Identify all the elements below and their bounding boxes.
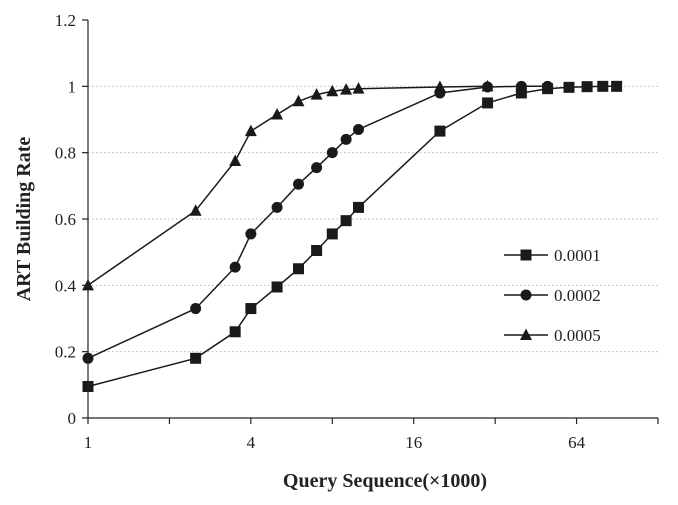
data-point-square (563, 81, 575, 93)
data-point-square (352, 201, 364, 213)
y-axis-title: ART Building Rate (13, 137, 35, 302)
data-point-square (190, 352, 202, 364)
data-point-square (311, 245, 323, 257)
data-point-circle (352, 123, 364, 135)
data-point-triangle (352, 82, 365, 94)
data-point-square (581, 81, 593, 93)
x-tick-label: 16 (405, 433, 422, 452)
data-point-circle (340, 133, 352, 145)
data-point-circle (542, 80, 554, 92)
series-lines (82, 79, 623, 392)
legend-marker-square (520, 249, 532, 261)
data-point-circle (292, 178, 304, 190)
x-tick-label: 64 (568, 433, 586, 452)
data-point-triangle (244, 124, 257, 137)
data-point-triangle (292, 94, 305, 107)
data-point-square (245, 303, 257, 315)
y-tick-label: 1.2 (55, 11, 76, 30)
data-point-square (515, 87, 527, 99)
y-tick-label: 1 (68, 77, 77, 96)
data-point-square (340, 215, 352, 227)
data-point-triangle (433, 80, 446, 92)
data-point-triangle (340, 83, 353, 95)
legend-label: 0.0001 (554, 246, 601, 265)
data-point-square (271, 281, 283, 293)
legend-label: 0.0002 (554, 286, 601, 305)
y-tick-label: 0.8 (55, 144, 76, 163)
data-point-square (611, 80, 623, 92)
data-point-circle (326, 147, 338, 159)
data-point-triangle (189, 204, 202, 216)
y-tick-label: 0.4 (55, 276, 77, 295)
data-point-square (434, 125, 446, 137)
data-point-triangle (229, 154, 242, 166)
data-point-circle (245, 228, 257, 240)
legend: 0.0001 0.0002 0.0005 (504, 246, 601, 345)
axes: 0 0.2 0.4 0.6 0.8 1 1.2 1 4 16 64 (55, 11, 659, 452)
data-point-square (482, 97, 494, 109)
data-point-triangle (326, 84, 339, 97)
series-line-0.0001 (87, 85, 617, 388)
series-line-0.0005 (87, 85, 488, 286)
data-point-circle (190, 303, 202, 315)
x-axis-title: Query Sequence(×1000) (283, 470, 487, 492)
data-point-circle (271, 201, 283, 213)
data-point-square (229, 326, 241, 338)
legend-marker-circle (520, 289, 532, 301)
legend-marker-triangle (520, 328, 532, 340)
series-line-0.0002 (87, 85, 548, 359)
y-tick-label: 0.2 (55, 343, 76, 362)
data-point-triangle (310, 88, 323, 100)
legend-label: 0.0005 (554, 326, 601, 345)
y-tick-label: 0.6 (55, 210, 76, 229)
data-point-triangle (481, 79, 494, 92)
data-point-square (597, 80, 609, 92)
x-tick-label: 4 (247, 433, 256, 452)
data-point-square (326, 228, 338, 240)
gridlines (88, 85, 658, 353)
x-tick-label: 1 (84, 433, 93, 452)
data-point-square (292, 263, 304, 275)
data-point-circle (515, 80, 527, 92)
data-point-circle (229, 261, 241, 273)
data-point-triangle (271, 108, 284, 120)
data-point-circle (311, 162, 323, 174)
y-tick-label: 0 (68, 409, 77, 428)
